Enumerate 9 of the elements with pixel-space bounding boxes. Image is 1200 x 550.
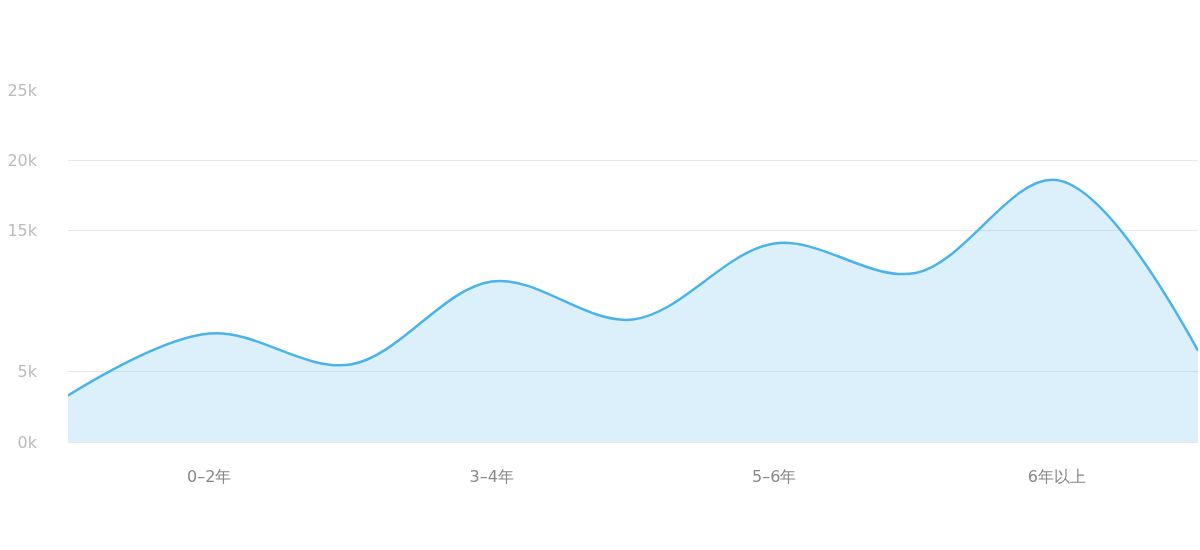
y-tick-label: 0k <box>17 432 38 452</box>
y-tick-label: 25k <box>7 80 38 100</box>
y-tick-label: 15k <box>7 221 38 241</box>
y-tick-label: 20k <box>7 151 38 170</box>
x-tick-label: 5–6年 <box>752 467 797 487</box>
y-tick-label: 5k <box>17 362 38 382</box>
x-tick-label: 0–2年 <box>187 467 232 487</box>
x-tick-label: 6年以上 <box>1027 467 1086 487</box>
x-tick-label: 3–4年 <box>469 467 514 487</box>
